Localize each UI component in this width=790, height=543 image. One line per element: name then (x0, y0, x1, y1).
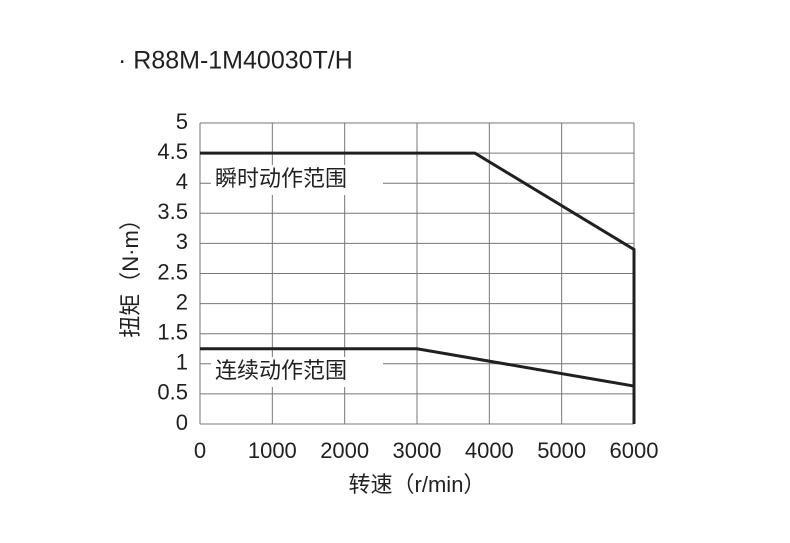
x-tick-label: 0 (194, 438, 206, 463)
x-tick-label: 6000 (610, 438, 659, 463)
y-tick-label: 4 (176, 169, 188, 194)
y-tick-label: 0.5 (157, 380, 188, 405)
y-tick-label: 3.5 (157, 199, 188, 224)
x-tick-label: 1000 (248, 438, 297, 463)
x-tick-label: 3000 (393, 438, 442, 463)
y-tick-label: 2 (176, 289, 188, 314)
y-tick-label: 1.5 (157, 320, 188, 345)
series-label: 瞬时动作范围 (215, 166, 347, 191)
series-line (200, 347, 635, 388)
x-tick-label: 2000 (320, 438, 369, 463)
y-tick-label: 1 (176, 350, 188, 375)
label-background (211, 165, 383, 195)
y-tick-label: 4.5 (157, 139, 188, 164)
y-axis-label: 扭矩（N·m） (118, 208, 143, 338)
series-label: 连续动作范围 (215, 358, 347, 383)
y-tick-label: 2.5 (157, 259, 188, 284)
label-background (211, 357, 383, 387)
y-tick-label: 5 (176, 109, 188, 134)
chart-title: · R88M-1M40030T/H (118, 47, 353, 75)
x-axis-label: 转速（r/min） (349, 472, 486, 497)
x-tick-label: 4000 (465, 438, 514, 463)
x-tick-label: 5000 (537, 438, 586, 463)
y-tick-label: 3 (176, 229, 188, 254)
series-line (200, 151, 636, 424)
y-tick-label: 0 (176, 410, 188, 435)
